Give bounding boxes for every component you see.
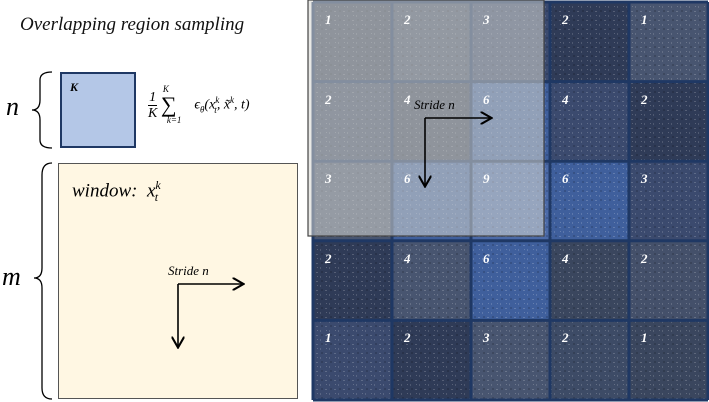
overlap-count: 6 <box>562 171 569 187</box>
overlap-count: 1 <box>325 330 332 346</box>
overlap-count: 2 <box>641 91 648 107</box>
overlap-count: 4 <box>562 250 569 266</box>
overlap-count: 4 <box>562 91 569 107</box>
window-label: window: xkt <box>72 178 161 205</box>
overlap-count: 4 <box>404 91 411 107</box>
overlap-count: 6 <box>483 91 490 107</box>
overlap-count: 2 <box>562 330 569 346</box>
overlap-count: 9 <box>483 171 490 187</box>
overlap-count: 3 <box>641 171 648 187</box>
k-box <box>60 72 136 148</box>
overlap-count: 2 <box>404 12 411 27</box>
k-box-label: K <box>70 80 79 94</box>
n-label: n <box>6 92 19 121</box>
overlap-count: 2 <box>325 91 332 107</box>
n-brace <box>31 71 53 149</box>
overlap-count: 1 <box>325 12 332 27</box>
stride-label-left: Stride n <box>168 263 209 278</box>
diagram-title: Overlapping region sampling <box>20 14 245 35</box>
overlap-count: 4 <box>404 250 411 266</box>
overlap-count: 2 <box>404 330 411 346</box>
overlap-count: 3 <box>325 171 332 187</box>
overlap-count: 6 <box>483 250 490 266</box>
m-brace <box>33 162 53 400</box>
window-box <box>58 163 298 399</box>
overlap-count: 3 <box>483 330 490 346</box>
stride-label-right: Stride n <box>414 97 455 112</box>
overlap-count: 2 <box>641 250 648 266</box>
overlap-count: 2 <box>325 250 332 266</box>
overlap-count: 3 <box>483 12 490 27</box>
overlap-count: 6 <box>404 171 411 187</box>
m-label: m <box>2 262 21 291</box>
overlap-count: 1 <box>641 330 648 346</box>
averaging-formula: 1 K K ∑ k=1 ϵθ(xkt, x̃k, t) <box>148 84 250 125</box>
overlap-count: 1 <box>641 12 648 27</box>
overlap-count: 2 <box>562 12 569 27</box>
